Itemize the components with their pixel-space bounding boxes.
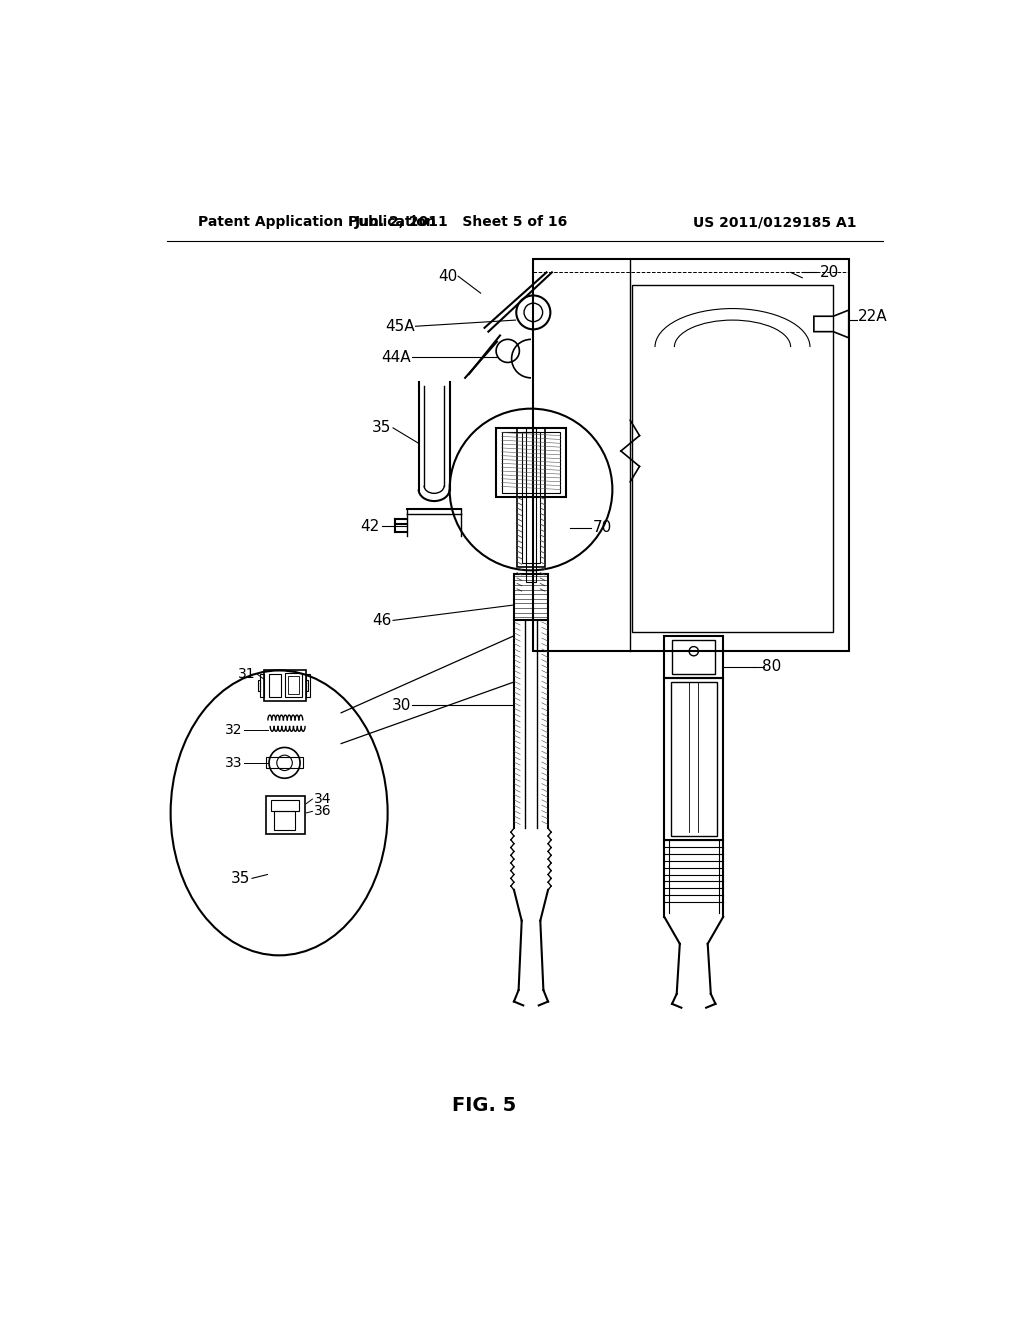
Bar <box>288 676 299 694</box>
Text: 34: 34 <box>314 792 332 807</box>
Text: US 2011/0129185 A1: US 2011/0129185 A1 <box>693 215 856 230</box>
Bar <box>665 636 723 678</box>
Bar <box>496 428 566 498</box>
Bar <box>665 678 723 840</box>
Text: 30: 30 <box>391 697 411 713</box>
Text: 35: 35 <box>231 871 251 886</box>
Text: 35: 35 <box>372 420 391 436</box>
Bar <box>526 428 536 582</box>
Bar <box>532 259 849 651</box>
Text: 80: 80 <box>762 659 781 675</box>
Bar <box>271 800 299 812</box>
Text: 44A: 44A <box>381 350 411 364</box>
Bar <box>266 796 305 834</box>
Text: 36: 36 <box>314 804 332 818</box>
Bar <box>517 428 545 566</box>
Text: 22A: 22A <box>858 309 888 323</box>
Bar <box>514 574 548 620</box>
Text: 42: 42 <box>360 519 380 535</box>
Bar <box>273 812 295 830</box>
Text: 20: 20 <box>820 265 840 280</box>
Text: Jun. 2, 2011   Sheet 5 of 16: Jun. 2, 2011 Sheet 5 of 16 <box>354 215 568 230</box>
Bar <box>502 432 560 494</box>
Bar <box>671 682 717 836</box>
Bar <box>285 673 302 697</box>
Text: 46: 46 <box>372 612 391 628</box>
Text: 31: 31 <box>239 668 256 681</box>
Bar <box>632 285 834 632</box>
Text: 45A: 45A <box>385 318 415 334</box>
Text: 32: 32 <box>225 723 243 737</box>
Text: 70: 70 <box>593 520 612 536</box>
Text: 40: 40 <box>438 269 458 284</box>
Text: 33: 33 <box>225 756 243 770</box>
Text: FIG. 5: FIG. 5 <box>453 1096 517 1115</box>
Bar <box>672 640 716 675</box>
Bar <box>269 675 282 697</box>
Bar <box>263 671 306 701</box>
Text: Patent Application Publication: Patent Application Publication <box>198 215 435 230</box>
Bar <box>521 432 541 562</box>
